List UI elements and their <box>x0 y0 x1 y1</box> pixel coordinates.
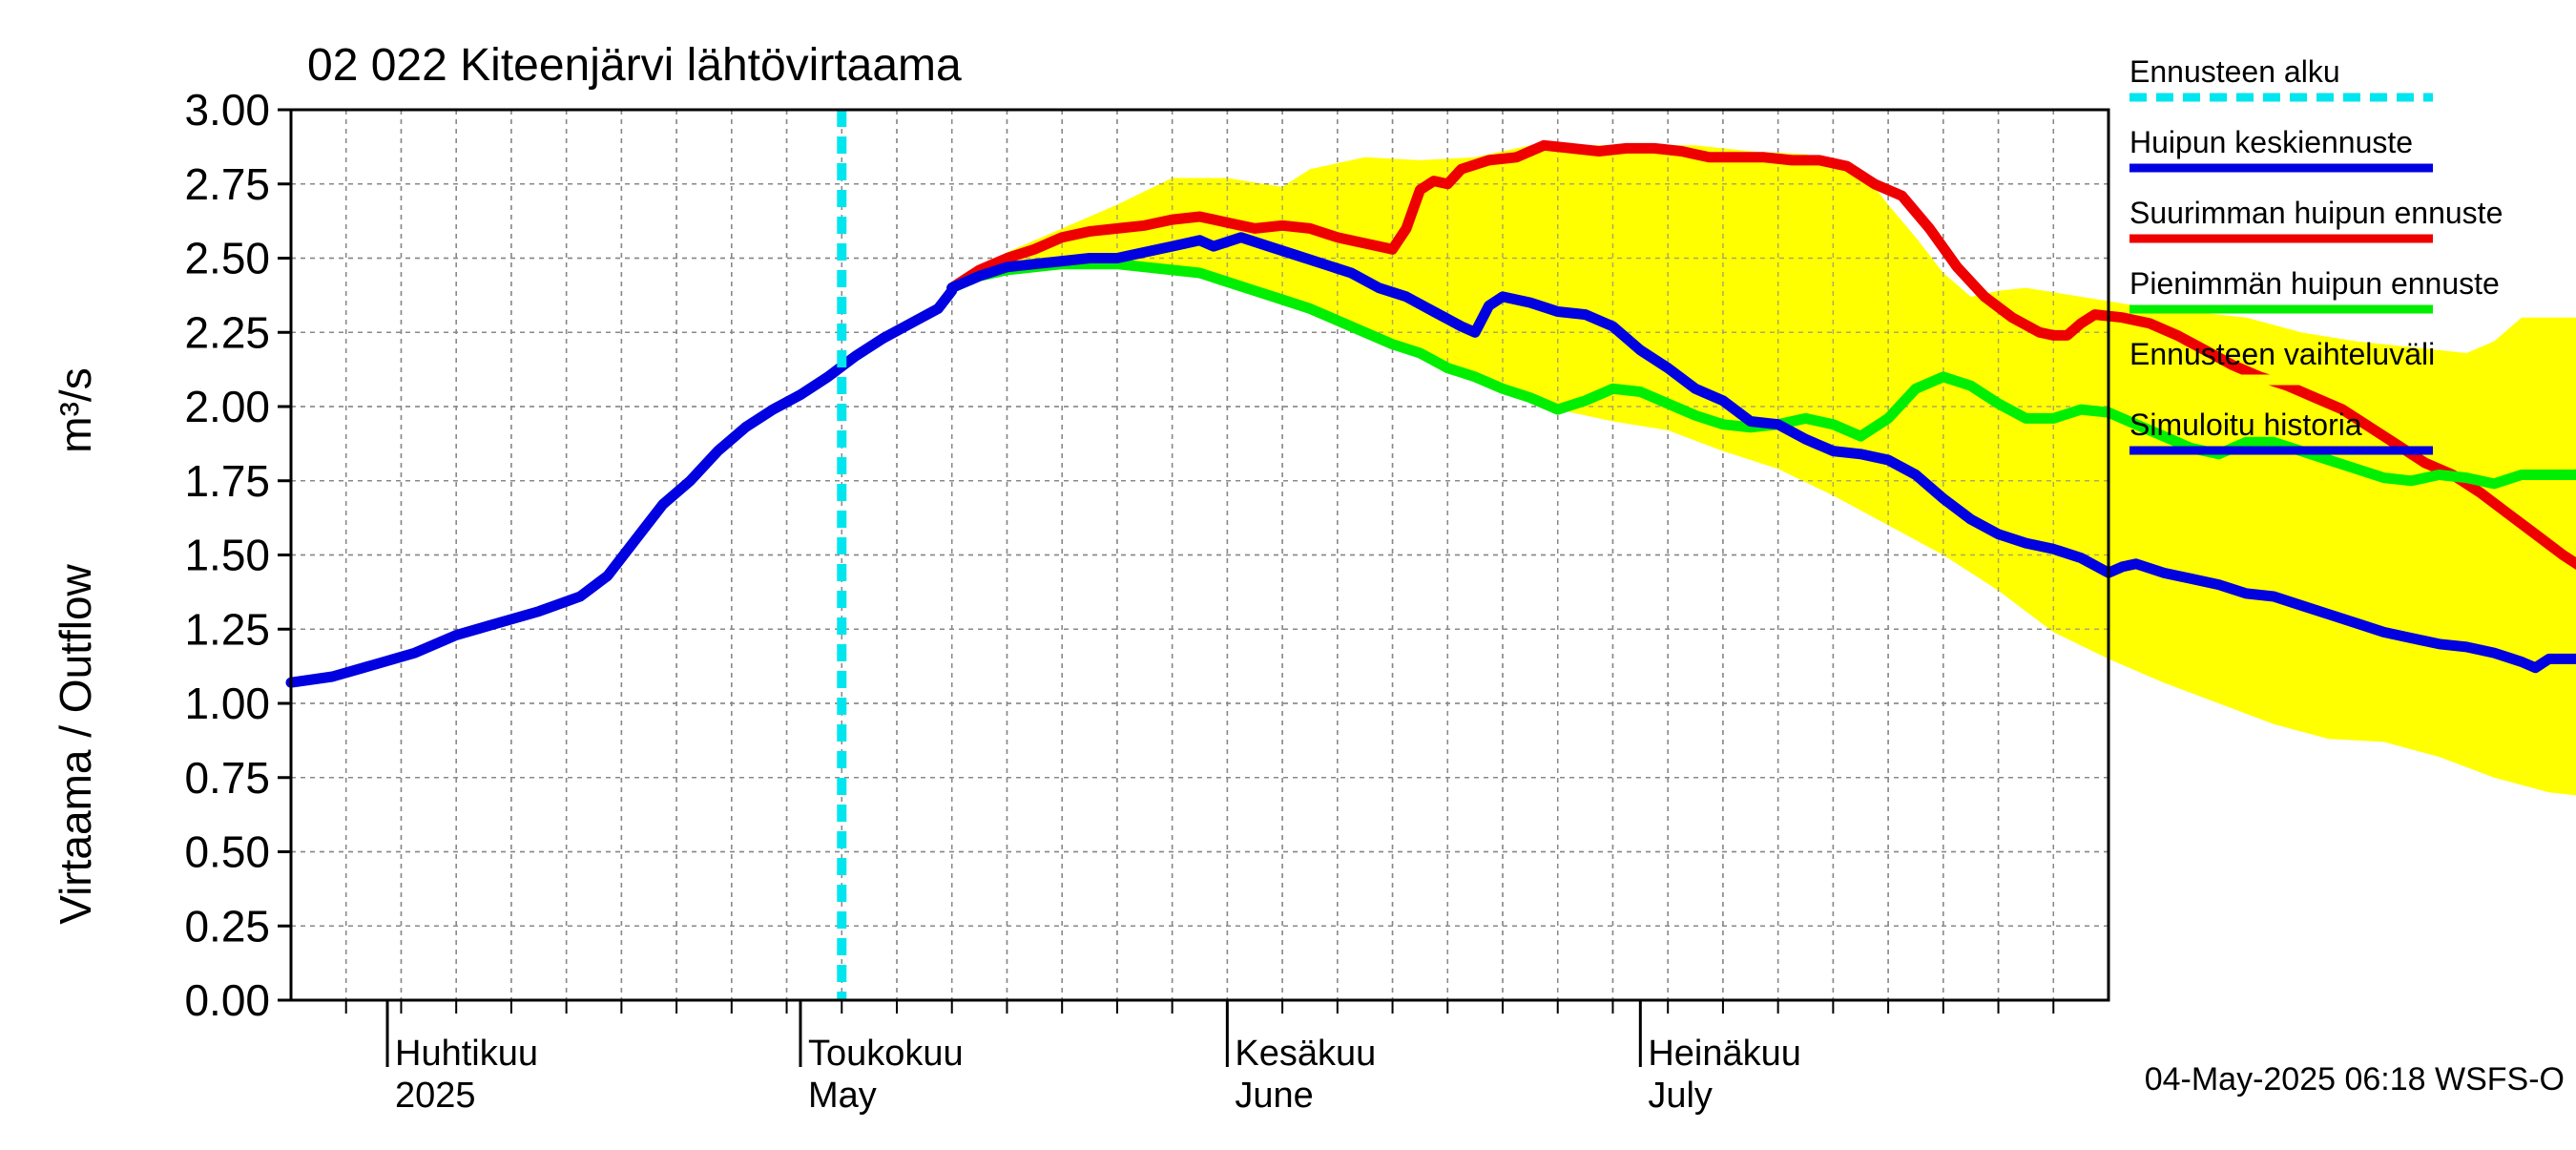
y-tick-label: 0.50 <box>184 827 270 877</box>
month-label-fi: Kesäkuu <box>1235 1034 1376 1074</box>
month-label-en: 2025 <box>395 1076 476 1116</box>
y-tick-label: 2.00 <box>184 382 270 431</box>
chart-title: 02 022 Kiteenjärvi lähtövirtaama <box>307 40 962 91</box>
y-tick-label: 1.50 <box>184 531 270 580</box>
y-axis-label: Virtaama / Outflow <box>51 563 100 924</box>
y-tick-label: 0.25 <box>184 901 270 951</box>
legend-label: Pienimmän huipun ennuste <box>2129 266 2500 301</box>
month-label-en: July <box>1648 1076 1713 1116</box>
timestamp-label: 04-May-2025 06:18 WSFS-O <box>2145 1061 2565 1098</box>
y-axis-unit: m³/s <box>51 367 100 452</box>
legend-label: Huipun keskiennuste <box>2129 125 2413 159</box>
legend-label: Ennusteen vaihteluväli <box>2129 337 2435 371</box>
y-tick-label: 1.75 <box>184 456 270 506</box>
series-line-min-peak <box>946 259 2576 490</box>
tick-labels: 0.00 0.25 0.50 0.75 1.00 1.25 1.50 1.75 2.00 2.25… <box>184 85 270 1025</box>
series-group <box>285 139 2576 688</box>
series-line-history <box>285 285 958 688</box>
legend-label: Suurimman huipun ennuste <box>2129 196 2503 230</box>
y-tick-label: 0.75 <box>184 753 270 803</box>
month-label-fi: Huhtikuu <box>395 1034 538 1074</box>
legend-label: Simuloitu historia <box>2129 408 2362 442</box>
axes <box>278 108 2110 1067</box>
series-line-max-peak <box>946 139 2576 570</box>
month-label-fi: Toukokuu <box>808 1034 964 1074</box>
legend: Ennusteen alku Huipun keskiennuste Suurimm… <box>2129 54 2503 455</box>
y-tick-label: 3.00 <box>184 85 270 135</box>
y-tick-label: 2.25 <box>184 307 270 357</box>
legend-label: Ennusteen alku <box>2129 54 2340 89</box>
y-tick-label: 1.00 <box>184 679 270 728</box>
y-tick-label: 0.00 <box>184 975 270 1025</box>
month-label-fi: Heinäkuu <box>1648 1034 1801 1074</box>
y-tick-label: 2.50 <box>184 234 270 283</box>
y-tick-label: 1.25 <box>184 604 270 654</box>
series-line-mean-peak <box>946 232 2576 674</box>
month-label-en: May <box>808 1076 877 1116</box>
y-tick-label: 2.75 <box>184 159 270 209</box>
forecast-band <box>951 145 2576 796</box>
month-label-en: June <box>1235 1076 1313 1116</box>
forecast-range-band <box>951 145 2576 796</box>
